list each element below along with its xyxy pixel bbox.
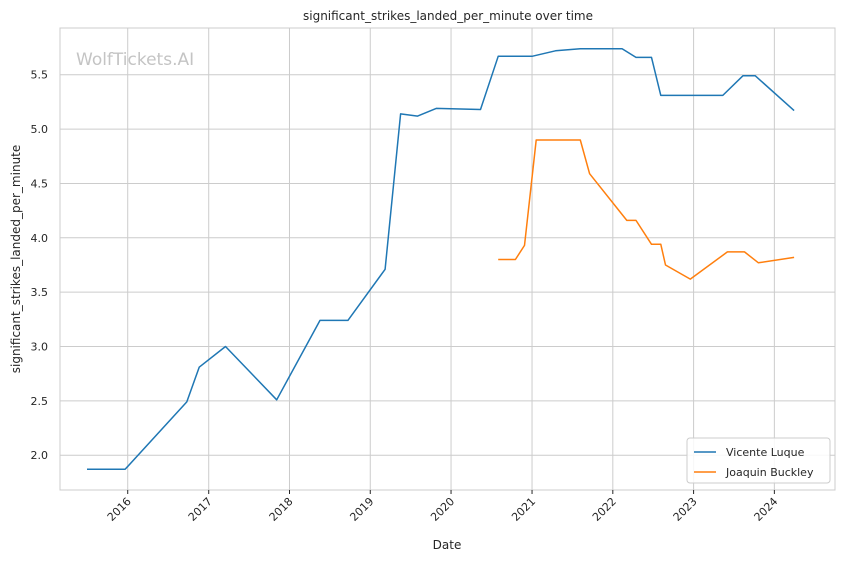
y-tick-label: 4.5: [31, 177, 49, 190]
plot-frame: [59, 27, 836, 491]
y-tick-label: 2.0: [31, 449, 49, 462]
series-line-joaquin-buckley: [498, 139, 795, 280]
y-tick-label: 5.0: [31, 123, 49, 136]
series-line-vicente-luque: [87, 47, 795, 471]
legend-label-vicente-luque: Vicente Luque: [726, 446, 805, 459]
y-tick-label: 5.5: [31, 69, 49, 82]
legend-box: [686, 437, 831, 484]
series-lines: [87, 47, 795, 471]
watermark: WolfTickets.AI: [76, 50, 194, 70]
legend: Vicente Luque Joaquin Buckley: [686, 437, 831, 484]
x-axis-label: Date: [433, 538, 462, 552]
y-tick-label: 4.0: [31, 232, 49, 245]
y-axis-label: significant_strikes_landed_per_minute: [9, 145, 23, 374]
y-tick-label: 3.5: [31, 286, 49, 299]
y-axis-ticks: 2.0 2.5 3.0 3.5 4.0 4.5 5.0 5.5: [31, 69, 49, 462]
y-tick-label: 3.0: [31, 341, 49, 354]
chart-title: significant_strikes_landed_per_minute ov…: [303, 9, 593, 23]
y-tick-label: 2.5: [31, 395, 49, 408]
legend-label-joaquin-buckley: Joaquin Buckley: [725, 466, 814, 479]
